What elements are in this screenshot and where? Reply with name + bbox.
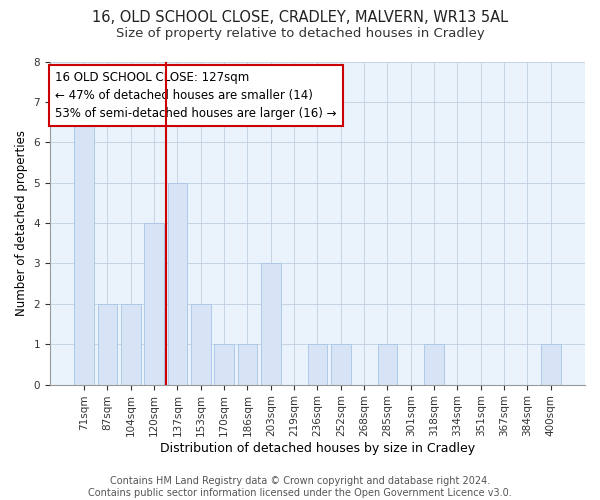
Bar [74, 102, 94, 385]
Bar [167, 182, 187, 384]
Text: Size of property relative to detached houses in Cradley: Size of property relative to detached ho… [116, 28, 484, 40]
Bar [261, 264, 281, 384]
Bar [238, 344, 257, 385]
Bar [121, 304, 141, 384]
Text: 16 OLD SCHOOL CLOSE: 127sqm
← 47% of detached houses are smaller (14)
53% of sem: 16 OLD SCHOOL CLOSE: 127sqm ← 47% of det… [55, 71, 337, 120]
Text: Contains HM Land Registry data © Crown copyright and database right 2024.
Contai: Contains HM Land Registry data © Crown c… [88, 476, 512, 498]
Bar [214, 344, 234, 385]
X-axis label: Distribution of detached houses by size in Cradley: Distribution of detached houses by size … [160, 442, 475, 455]
Text: 16, OLD SCHOOL CLOSE, CRADLEY, MALVERN, WR13 5AL: 16, OLD SCHOOL CLOSE, CRADLEY, MALVERN, … [92, 10, 508, 25]
Bar [144, 223, 164, 384]
Bar [98, 304, 118, 384]
Bar [331, 344, 350, 385]
Bar [377, 344, 397, 385]
Bar [191, 304, 211, 384]
Bar [308, 344, 328, 385]
Bar [424, 344, 444, 385]
Bar [541, 344, 560, 385]
Y-axis label: Number of detached properties: Number of detached properties [15, 130, 28, 316]
